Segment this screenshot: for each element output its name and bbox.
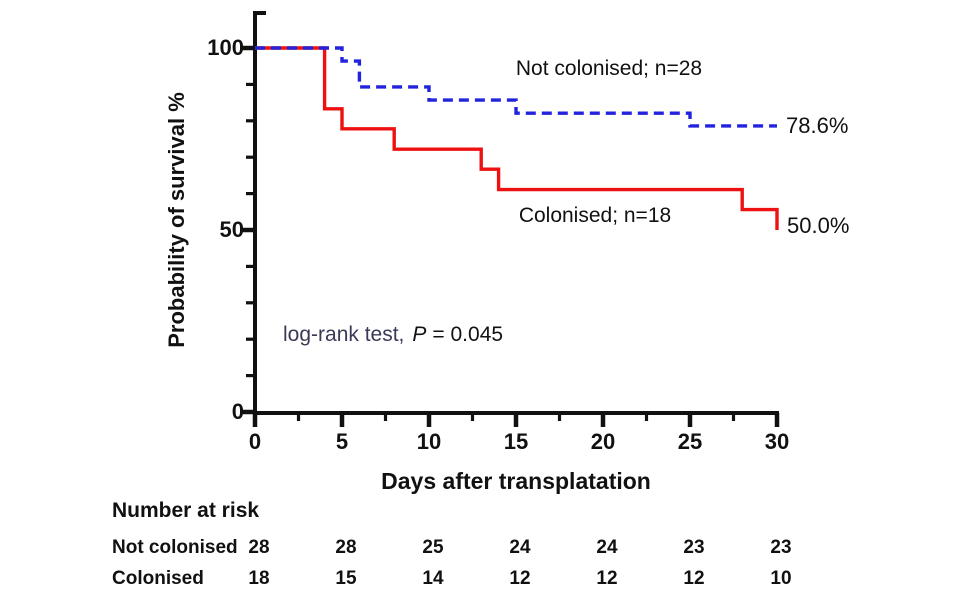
annotation-p-value: = 0.045 (432, 323, 504, 346)
x-tick-label-10: 10 (416, 429, 442, 454)
survival-curve-not-colonised (255, 46, 777, 128)
risk-value: 28 (335, 537, 357, 558)
risk-table-title: Number at risk (112, 499, 260, 522)
y-tick-label-0: 0 (231, 399, 244, 424)
risk-row-label-not-colonised: Not colonised (112, 537, 238, 558)
annotation-p-symbol: P (412, 323, 427, 346)
end-label-not-colonised: 78.6% (786, 113, 849, 138)
risk-value: 10 (770, 568, 792, 589)
end-label-colonised: 50.0% (787, 213, 850, 238)
annotation-test-label: log-rank test, (283, 323, 405, 346)
x-tick-label-20: 20 (590, 429, 616, 454)
risk-value: 23 (770, 537, 792, 558)
legend-colonised: Colonised; n=18 (518, 204, 672, 227)
x-tick-label-30: 30 (764, 429, 790, 454)
risk-value: 18 (248, 568, 270, 589)
risk-value: 12 (596, 568, 618, 589)
risk-value: 23 (683, 537, 705, 558)
risk-value: 12 (683, 568, 705, 589)
legend-not-colonised: Not colonised; n=28 (515, 57, 703, 80)
y-tick-label-100: 100 (207, 35, 244, 60)
x-tick-label-25: 25 (677, 429, 703, 454)
risk-row-label-colonised: Colonised (112, 568, 204, 589)
x-tick-label-15: 15 (503, 429, 529, 454)
risk-value: 25 (422, 537, 444, 558)
risk-value: 24 (596, 537, 618, 558)
y-tick-label-50: 50 (219, 217, 244, 242)
axis-ticks (240, 45, 780, 427)
y-axis-title: Probability of survival % (164, 92, 189, 348)
y-axis-line (253, 11, 266, 413)
x-tick-label-5: 5 (335, 429, 349, 454)
risk-value: 12 (509, 568, 531, 589)
risk-value: 28 (248, 537, 270, 558)
survival-curve-colonised (255, 46, 779, 230)
risk-value: 14 (422, 568, 444, 589)
risk-value: 15 (335, 568, 357, 589)
risk-value: 24 (509, 537, 531, 558)
x-tick-label-0: 0 (248, 429, 262, 454)
x-axis-title: Days after transplatation (381, 468, 651, 494)
log-rank-annotation: log-rank test, P = 0.045 (283, 324, 503, 345)
